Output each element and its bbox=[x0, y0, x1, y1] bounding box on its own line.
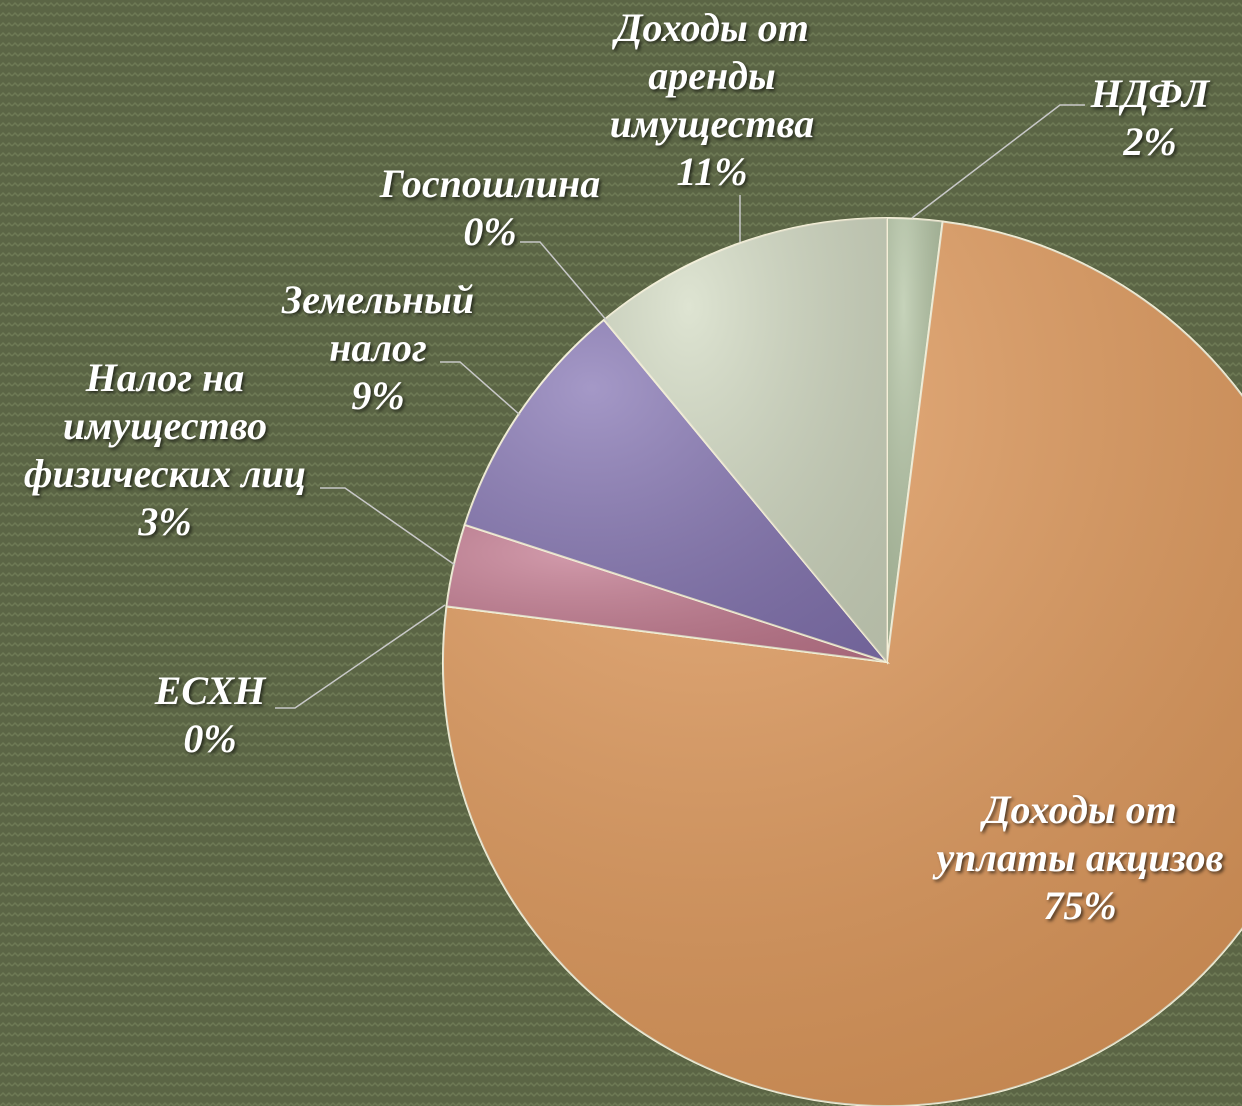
slice-label: Земельный налог 9% bbox=[263, 276, 493, 420]
value-label: 9% bbox=[351, 373, 405, 418]
category-label: Доходы от аренды имущества bbox=[609, 5, 815, 146]
slice-label: Госпошлина 0% bbox=[360, 160, 620, 256]
category-label: ЕСХН bbox=[154, 668, 266, 713]
category-label: Налог на имущество физических лиц bbox=[23, 355, 307, 496]
leader-line bbox=[520, 241, 609, 323]
value-label: 75% bbox=[1043, 883, 1117, 928]
slice-label: Доходы от уплаты акцизов 75% bbox=[915, 786, 1242, 930]
value-label: 3% bbox=[138, 499, 192, 544]
slice-label: ЕСХН 0% bbox=[130, 667, 290, 763]
value-label: 2% bbox=[1123, 119, 1177, 164]
category-label: Земельный налог bbox=[281, 277, 475, 370]
leader-line bbox=[911, 104, 1085, 219]
leader-line bbox=[440, 361, 521, 416]
slice-label: Доходы от аренды имущества 11% bbox=[587, 4, 837, 196]
value-label: 0% bbox=[183, 716, 237, 761]
category-label: Доходы от уплаты акцизов bbox=[936, 787, 1224, 880]
leader-lines bbox=[275, 104, 1085, 709]
slice-shading bbox=[464, 319, 887, 662]
value-label: 0% bbox=[463, 209, 517, 254]
slice-label: НДФЛ 2% bbox=[1065, 70, 1235, 166]
value-label: 11% bbox=[676, 149, 748, 194]
slice-label: Налог на имущество физических лиц 3% bbox=[10, 354, 320, 546]
category-label: НДФЛ bbox=[1090, 71, 1210, 116]
leader-line bbox=[275, 604, 446, 709]
category-label: Госпошлина bbox=[379, 161, 601, 206]
slice-shading bbox=[603, 218, 887, 662]
slice-shading bbox=[443, 221, 1242, 1106]
slice-shading bbox=[446, 524, 887, 662]
leader-line bbox=[320, 487, 456, 566]
